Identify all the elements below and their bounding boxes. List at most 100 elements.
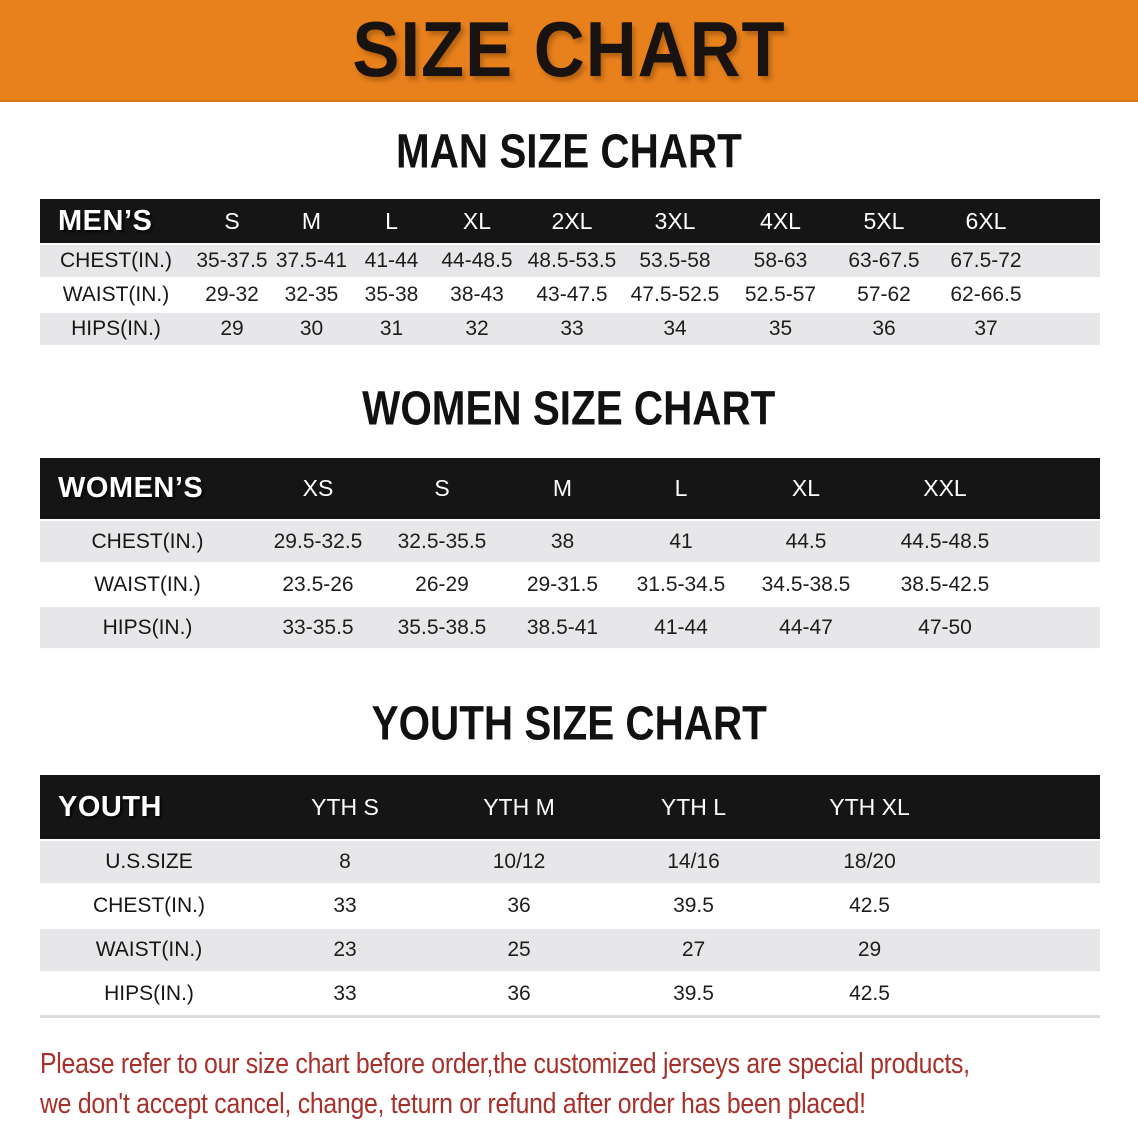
size-value-cell: 37: [974, 317, 998, 340]
filler-cell: [958, 884, 1100, 928]
size-value-cell: 37.5-41: [275, 249, 348, 272]
filler-cell: [1037, 244, 1100, 278]
table-row: CHEST(IN.) 33 36 39.5 42.5: [40, 884, 1100, 928]
size-value-cell: 67.5-72: [950, 249, 1022, 272]
size-value-cell: 33: [333, 894, 357, 917]
size-column-header: 4XL: [728, 199, 833, 244]
row-label: U.S.SIZE: [105, 850, 193, 873]
row-label: CHEST(IN.): [93, 894, 205, 917]
size-value-cell: 36: [507, 981, 531, 1005]
table-name-cell: WOMEN’S: [40, 458, 255, 520]
women-table-header-row: WOMEN’S XS S M L XL XXL: [40, 458, 1100, 520]
size-column-header: 3XL: [622, 199, 728, 244]
size-value-cell: 8: [339, 850, 351, 873]
size-value-cell: 53.5-58: [639, 249, 711, 272]
size-value-cell: 44.5: [785, 529, 827, 553]
size-value-cell: 29: [857, 938, 882, 961]
size-value-cell: 38.5-42.5: [900, 572, 990, 596]
men-section-title: MAN SIZE CHART: [396, 125, 742, 179]
size-column-header: 2XL: [522, 199, 622, 244]
size-value-cell: 44-48.5: [441, 249, 513, 272]
size-value-cell: 27: [681, 938, 706, 961]
size-value-cell: 25: [507, 938, 531, 961]
women-size-table: WOMEN’S XS S M L XL XXL CHEST(IN.) 29.5-32.5 32.…: [40, 458, 1100, 650]
size-value-cell: 34.5-38.5: [761, 572, 851, 596]
filler-cell: [1037, 312, 1100, 346]
size-value-cell: 57-62: [857, 283, 911, 306]
size-value-cell: 29: [220, 317, 244, 340]
youth-table-header-row: YOUTH YTH S YTH M YTH L YTH XL: [40, 775, 1100, 840]
table-row: CHEST(IN.) 35-37.5 37.5-41 41-44 44-48.5 48.5…: [40, 244, 1100, 278]
size-column-header: XXL: [872, 458, 1018, 520]
size-value-cell: 36: [507, 894, 531, 917]
size-value-cell: 63-67.5: [848, 249, 920, 272]
size-column-header: L: [351, 199, 432, 244]
women-section-title: WOMEN SIZE CHART: [362, 382, 776, 436]
table-row: WAIST(IN.) 23.5-26 26-29 29-31.5 31.5-34.5 34…: [40, 563, 1100, 606]
size-value-cell: 36: [872, 317, 896, 340]
table-name-cell: YOUTH: [40, 775, 258, 840]
size-column-header: 6XL: [935, 199, 1037, 244]
size-value-cell: 14/16: [667, 850, 720, 873]
row-label: WAIST(IN.): [94, 572, 201, 596]
size-value-cell: 44-47: [779, 615, 833, 639]
table-row: WAIST(IN.) 23 25 27 29: [40, 928, 1100, 972]
size-value-cell: 32-35: [284, 283, 339, 306]
table-row: U.S.SIZE 8 10/12 14/16 18/20: [40, 840, 1100, 884]
banner-title: SIZE CHART: [352, 6, 786, 94]
size-value-cell: 26-29: [415, 572, 469, 596]
size-column-header: XL: [432, 199, 522, 244]
filler-cell: [1018, 458, 1100, 520]
size-value-cell: 41-44: [364, 249, 419, 272]
size-column-header: XL: [740, 458, 872, 520]
size-column-header: YTH L: [606, 775, 781, 840]
table-row: HIPS(IN.) 33-35.5 35.5-38.5 38.5-41 41-44 44-…: [40, 606, 1100, 649]
row-label: HIPS(IN.): [71, 317, 161, 340]
size-value-cell: 38-43: [450, 283, 504, 306]
size-value-cell: 47-50: [918, 615, 972, 639]
size-value-cell: 35: [768, 317, 793, 340]
size-value-cell: 33-35.5: [282, 615, 354, 639]
size-value-cell: 58-63: [753, 249, 808, 272]
size-value-cell: 32: [465, 317, 489, 340]
men-table-header-row: MEN’S S M L XL 2XL 3XL 4XL 5XL 6XL: [40, 199, 1100, 244]
size-value-cell: 38: [550, 529, 575, 553]
size-column-header: XS: [255, 458, 381, 520]
size-value-cell: 31: [379, 317, 404, 340]
size-column-header: S: [192, 199, 272, 244]
size-value-cell: 62-66.5: [950, 283, 1022, 306]
size-value-cell: 18/20: [843, 850, 896, 873]
size-value-cell: 39.5: [673, 894, 714, 917]
size-value-cell: 39.5: [673, 981, 714, 1005]
size-value-cell: 48.5-53.5: [527, 249, 617, 272]
men-size-table: MEN’S S M L XL 2XL 3XL 4XL 5XL 6XL CHEST(IN.) 35-3…: [40, 199, 1100, 347]
disclaimer-notes: Please refer to our size chart before or…: [40, 1044, 1138, 1124]
size-value-cell: 30: [299, 317, 324, 340]
row-label: WAIST(IN.): [62, 283, 170, 306]
size-value-cell: 43-47.5: [536, 283, 608, 306]
size-value-cell: 29.5-32.5: [273, 529, 363, 553]
size-column-header: YTH XL: [781, 775, 958, 840]
size-value-cell: 31.5-34.5: [636, 572, 726, 596]
size-value-cell: 35-37.5: [196, 249, 268, 272]
size-column-header: YTH M: [432, 775, 606, 840]
disclaimer-line: Please refer to our size chart before or…: [40, 1047, 970, 1080]
table-row: HIPS(IN.) 29 30 31 32 33 34 35 36 37: [40, 312, 1100, 346]
row-label: HIPS(IN.): [104, 981, 194, 1005]
filler-cell: [958, 840, 1100, 884]
row-label: HIPS(IN.): [102, 615, 193, 639]
size-value-cell: 23.5-26: [282, 572, 354, 596]
filler-cell: [958, 928, 1100, 972]
size-column-header: L: [622, 458, 740, 520]
size-value-cell: 38.5-41: [526, 615, 599, 639]
size-column-header: YTH S: [258, 775, 432, 840]
size-column-header: S: [381, 458, 503, 520]
youth-size-table: YOUTH YTH S YTH M YTH L YTH XL U.S.SIZE 8 10/1…: [40, 775, 1100, 1018]
filler-cell: [958, 972, 1100, 1016]
size-value-cell: 41-44: [654, 615, 708, 639]
size-value-cell: 10/12: [492, 850, 546, 873]
size-column-header: M: [272, 199, 351, 244]
size-chart-banner: SIZE CHART: [0, 0, 1138, 102]
table-row: CHEST(IN.) 29.5-32.5 32.5-35.5 38 41 44.5 44.5…: [40, 520, 1100, 563]
table-row: HIPS(IN.) 33 36 39.5 42.5: [40, 972, 1100, 1016]
